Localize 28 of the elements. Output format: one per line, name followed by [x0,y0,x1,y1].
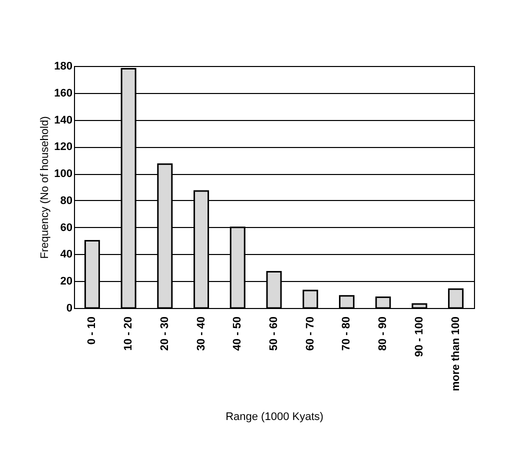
x-tick-label: 0 - 10 [86,316,98,345]
y-tick-label: 140 [54,114,72,126]
x-tick-label: 20 - 30 [158,316,171,351]
x-tick-label: 10 - 20 [122,316,135,351]
y-tick-label: 80 [60,194,72,207]
y-tick-label: 120 [54,141,72,154]
x-tick-label: 70 - 80 [340,316,353,351]
bar [448,288,464,309]
y-tick-label: 60 [60,222,72,234]
y-axis-title: Frequency (No of household) [39,116,52,259]
y-tick-label: 160 [54,87,72,100]
y-tick-label: 0 [66,302,72,314]
x-tick-label: more than 100 [450,316,462,392]
bar [338,295,354,309]
x-axis-title: Range (1000 Kyats) [226,411,324,424]
y-tick-label: 180 [54,60,72,72]
bar [302,290,318,309]
x-tick-label: 50 - 60 [268,316,280,351]
y-tick-label: 40 [60,248,72,261]
x-tick-label: 60 - 70 [304,316,316,351]
x-tick-label: 90 - 100 [413,316,426,357]
y-tick-label: 100 [54,168,72,180]
bar [412,303,428,309]
x-tick-label: 80 - 90 [377,316,390,351]
bar [375,296,391,309]
y-tick-label: 20 [60,276,72,288]
x-tick-label: 40 - 50 [232,316,244,351]
x-tick-label: 30 - 40 [195,316,208,351]
